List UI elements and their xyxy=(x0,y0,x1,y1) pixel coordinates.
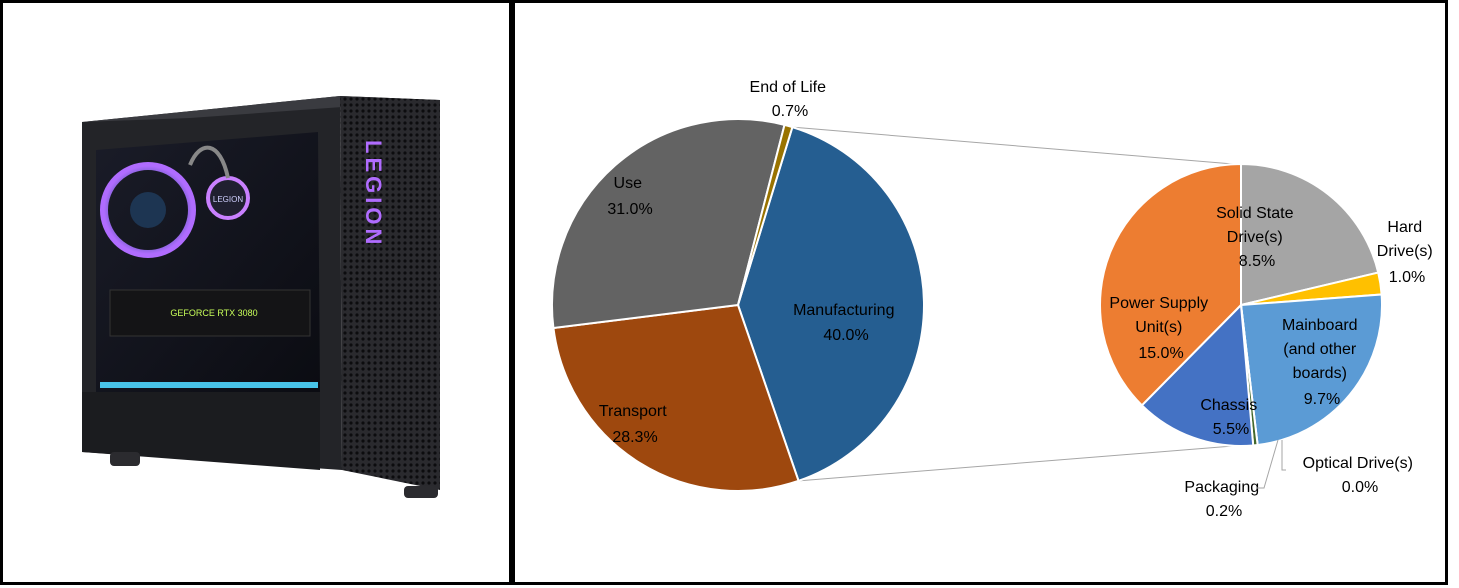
connector-bottom xyxy=(798,445,1234,482)
pie-slice-manufacturing xyxy=(736,125,925,483)
fan-logo: LEGION xyxy=(213,195,243,204)
pie-slice-use xyxy=(550,118,786,330)
gpu-label: GEFORCE RTX 3080 xyxy=(170,308,257,318)
label-mainboard: Mainboard (and other boards) 9.7% xyxy=(1282,317,1362,408)
pie-slice-power-supply-unit-s xyxy=(1099,162,1242,407)
connector-top xyxy=(792,126,1234,165)
pie-slice-end-of-life xyxy=(737,123,794,306)
fan-hub xyxy=(130,192,166,228)
bar-of-pie-chart: End of Life 0.7% Use 31.0% Manufacturing… xyxy=(550,79,1437,520)
label-packaging: Packaging 0.2% xyxy=(1184,479,1263,520)
leader-optical xyxy=(1281,440,1286,471)
gpu-card xyxy=(109,289,311,337)
manufacturing-breakdown-pie xyxy=(1099,162,1384,447)
label-use: Use 31.0% xyxy=(607,175,652,218)
label-end-of-life: End of Life 0.7% xyxy=(750,79,831,120)
case-brand: LEGION xyxy=(361,140,386,248)
label-ssd: Solid State Drive(s) 8.5% xyxy=(1216,205,1298,270)
pie-slice-chassis xyxy=(1140,302,1255,447)
label-hdd: Hard Drive(s) 1.0% xyxy=(1377,219,1437,286)
main-pie xyxy=(550,118,925,492)
label-psu: Power Supply Unit(s) 15.0% xyxy=(1109,295,1212,362)
rgb-bar xyxy=(100,382,318,388)
label-optical: Optical Drive(s) 0.0% xyxy=(1303,455,1418,496)
pc-tower-image: LEGION GEFORCE RTX 3080 LEGION xyxy=(82,96,440,498)
front-panel xyxy=(340,96,440,490)
pie-slice-mainboard-and-other-boards xyxy=(1239,293,1384,447)
label-chassis: Chassis 5.5% xyxy=(1200,397,1261,438)
pie-slice-transport xyxy=(552,303,800,492)
label-transport: Transport 28.3% xyxy=(599,403,671,446)
fan-ring xyxy=(100,162,196,258)
pie-slice-solid-state-drive-s xyxy=(1240,162,1380,307)
label-manufacturing: Manufacturing 40.0% xyxy=(793,302,899,344)
leader-packaging xyxy=(1256,439,1279,489)
